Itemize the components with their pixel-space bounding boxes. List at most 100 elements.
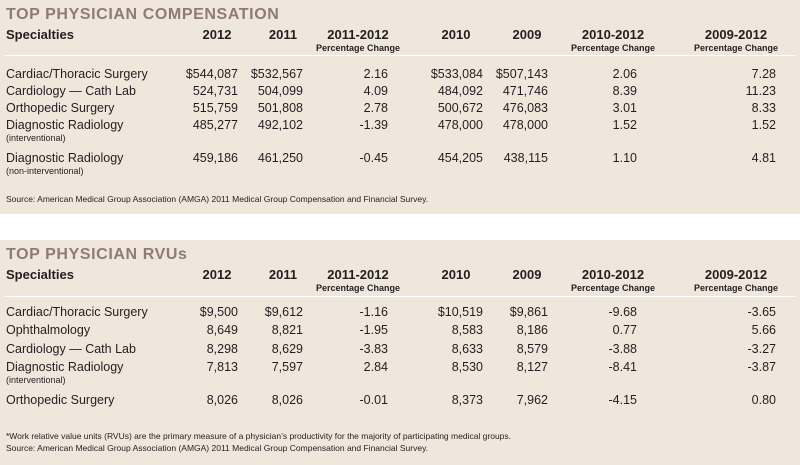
cell-c1012: -9.68 [608,305,638,319]
rvu-title: TOP PHYSICIAN RVUs [6,246,188,263]
cell-y2011: 8,629 [271,342,303,356]
cell-y2011: 504,099 [257,84,303,98]
column-header-c1012: 2010-2012 [581,27,645,42]
column-subheader-c1012: Percentage Change [570,283,656,293]
cell-c1112: 2.16 [363,67,388,81]
row-sublabel: (interventional) [6,375,66,385]
row-sublabel: (interventional) [6,133,66,143]
row-label: Ophthalmology [6,323,91,337]
cell-y2010: $533,084 [430,67,483,81]
cell-y2009: 8,127 [516,360,548,374]
column-header-c1112: 2011-2012 [327,267,389,282]
column-header-c1012: 2010-2012 [581,267,645,282]
cell-y2011: 8,026 [271,393,303,407]
cell-y2012: 8,026 [206,393,238,407]
compensation-source: Source: American Medical Group Associati… [6,194,429,204]
row-label: Diagnostic Radiology [6,151,124,165]
row-label: Cardiology — Cath Lab [6,84,136,98]
cell-c0912: 7.28 [751,67,776,81]
cell-y2012: $544,087 [185,67,238,81]
cell-c1112: 2.84 [363,360,388,374]
column-header-c0912: 2009-2012 [704,27,768,42]
cell-c1012: 1.10 [612,151,637,165]
row-sublabel: (non-interventional) [6,166,84,176]
row-label: Diagnostic Radiology [6,360,124,374]
cell-c0912: 11.23 [745,84,776,98]
column-subheader-c0912: Percentage Change [693,283,779,293]
column-header-y2009: 2009 [512,27,542,42]
cell-y2010: 8,530 [451,360,483,374]
cell-c0912: -3.87 [747,360,777,374]
cell-c1112: -0.01 [359,393,389,407]
cell-c1012: 8.39 [612,84,637,98]
column-header-y2009: 2009 [512,267,542,282]
row-label: Cardiac/Thoracic Surgery [6,305,148,319]
cell-y2011: $9,612 [264,305,303,319]
rvu-footnote: *Work relative value units (RVUs) are th… [6,431,512,441]
column-subheader-c1112: Percentage Change [315,43,401,53]
cell-c0912: 4.81 [751,151,776,165]
cell-y2011: $532,567 [250,67,303,81]
cell-y2011: 8,821 [271,323,303,337]
column-header-y2011: 2011 [268,27,298,42]
cell-y2009: 478,000 [502,118,548,132]
cell-c1012: 3.01 [612,101,637,115]
cell-y2012: 459,186 [192,151,238,165]
cell-y2009: $9,861 [509,305,548,319]
cell-y2012: $9,500 [199,305,238,319]
cell-y2009: 7,962 [516,393,548,407]
cell-c0912: 5.66 [751,323,776,337]
compensation-table: TOP PHYSICIAN COMPENSATION Specialties 20… [0,0,800,214]
row-label: Cardiology — Cath Lab [6,342,136,356]
header-divider [5,296,795,297]
column-header-c1112: 2011-2012 [327,27,389,42]
row-label: Cardiac/Thoracic Surgery [6,67,148,81]
column-subheader-c1112: Percentage Change [315,283,401,293]
cell-c1012: 0.77 [612,323,637,337]
column-header-specialties: Specialties [6,267,74,282]
header-divider [5,55,795,56]
cell-c0912: -3.65 [747,305,777,319]
column-subheader-c1012: Percentage Change [570,43,656,53]
cell-y2009: 471,746 [502,84,548,98]
cell-c1112: -1.95 [359,323,389,337]
cell-y2011: 501,808 [257,101,303,115]
cell-y2009: 438,115 [503,151,548,165]
column-header-y2010: 2010 [441,267,471,282]
cell-c0912: -3.27 [747,342,777,356]
cell-c1012: -4.15 [608,393,638,407]
cell-c1112: -1.16 [359,305,389,319]
cell-y2012: 485,277 [192,118,238,132]
cell-y2009: 476,083 [502,101,548,115]
column-header-y2011: 2011 [268,267,298,282]
rvu-table: TOP PHYSICIAN RVUs Specialties 2012 2011 20… [0,240,800,465]
cell-c1112: -3.83 [359,342,389,356]
cell-c1112: -1.39 [359,118,389,132]
column-header-c0912: 2009-2012 [704,267,768,282]
cell-y2012: 8,298 [206,342,238,356]
cell-c1012: 1.52 [612,118,637,132]
column-header-y2012: 2012 [202,27,232,42]
cell-y2012: 8,649 [206,323,238,337]
cell-c0912: 0.80 [751,393,776,407]
cell-y2009: 8,186 [516,323,548,337]
row-label: Orthopedic Surgery [6,393,115,407]
cell-c1112: -0.45 [359,151,389,165]
cell-c1012: -3.88 [608,342,638,356]
row-label: Orthopedic Surgery [6,101,115,115]
cell-c0912: 8.33 [751,101,776,115]
cell-c1012: -8.41 [608,360,638,374]
column-subheader-c0912: Percentage Change [693,43,779,53]
cell-y2011: 492,102 [257,118,303,132]
cell-c1112: 4.09 [363,84,388,98]
cell-y2012: 515,759 [192,101,238,115]
cell-y2011: 461,250 [257,151,303,165]
column-header-y2010: 2010 [441,27,471,42]
cell-c0912: 1.52 [751,118,776,132]
cell-c1112: 2.78 [363,101,388,115]
cell-y2010: 500,672 [437,101,483,115]
cell-y2010: 8,583 [451,323,483,337]
cell-y2009: 8,579 [516,342,548,356]
rvu-source: Source: American Medical Group Associati… [6,443,429,453]
cell-y2012: 7,813 [206,360,238,374]
